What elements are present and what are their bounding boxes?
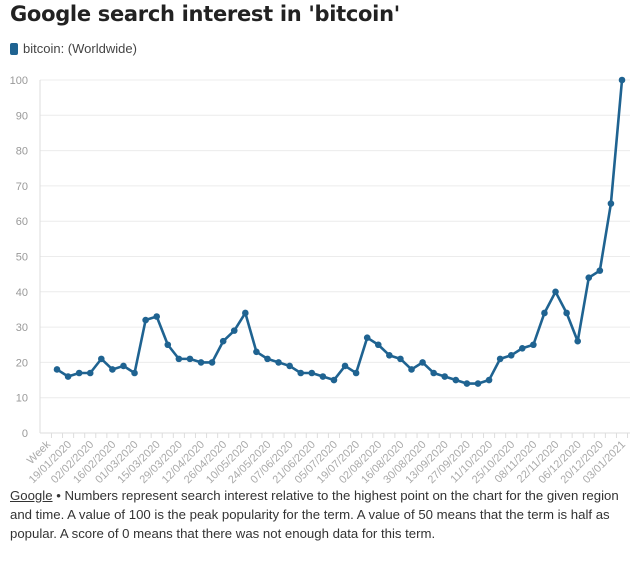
legend-swatch [10,42,18,55]
line-chart: 0102030405060708090100Week19/01/202002/0… [10,75,630,486]
data-point [109,366,116,373]
data-point [352,369,360,377]
y-tick-label: 50 [16,252,28,264]
y-tick-label: 70 [16,181,28,193]
data-point [319,373,327,380]
data-point [386,352,393,359]
data-point [275,359,282,366]
data-point [452,376,460,384]
data-point [563,309,570,317]
separator: • [52,488,65,503]
data-point [618,76,626,84]
y-tick-label: 30 [16,322,28,334]
data-point [242,309,249,317]
data-point [131,369,138,377]
y-tick-label: 10 [16,393,28,405]
data-point [408,366,415,373]
data-point [219,337,227,345]
data-point [120,362,127,370]
data-point [507,352,515,359]
data-point [518,344,526,352]
data-point [474,380,482,387]
data-point [585,274,593,281]
data-point [496,355,504,363]
data-point [419,359,426,366]
data-point [541,309,548,317]
data-point [363,334,371,341]
data-point [98,355,105,363]
google-source-link[interactable]: Google [10,488,53,503]
data-point [153,313,161,320]
y-tick-label: 20 [16,357,28,369]
legend-label: bitcoin: (Worldwide) [23,41,137,56]
data-point [607,200,615,207]
data-point [75,369,83,377]
y-tick-label: 100 [10,75,28,87]
data-point [308,369,316,377]
data-point [297,369,305,377]
data-point [374,341,382,349]
data-point [186,355,194,363]
data-point [175,355,183,363]
footer-note: Google • Numbers represent search intere… [10,486,630,543]
y-tick-label: 0 [22,428,28,440]
series-line [56,79,624,385]
data-point [463,380,471,387]
data-point [286,362,293,370]
data-point [64,373,72,380]
data-point [230,327,238,334]
data-point [208,359,216,366]
data-point [86,369,94,377]
data-point [596,267,604,274]
data-point [397,355,404,363]
data-point [430,369,437,377]
y-tick-label: 60 [16,216,28,228]
y-tick-label: 80 [16,146,28,158]
data-point [253,348,260,356]
legend: bitcoin: (Worldwide) [10,41,137,56]
y-tick-label: 90 [16,110,28,122]
data-point [552,288,559,296]
footer-text: Numbers represent search interest relati… [10,488,619,541]
y-tick-label: 40 [16,287,28,299]
data-point [197,359,205,366]
data-point [330,376,338,384]
data-point [164,341,172,349]
data-point [341,362,349,370]
chart-title: Google search interest in 'bitcoin' [10,2,400,26]
data-point [264,355,271,363]
data-point [574,337,581,345]
data-point [441,373,449,380]
data-point [53,366,61,373]
data-point [530,341,537,349]
data-point [142,316,149,324]
data-point [485,376,493,384]
